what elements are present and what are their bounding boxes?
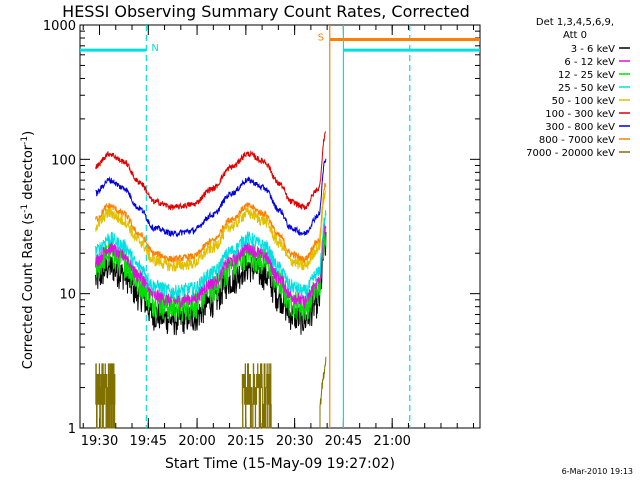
y-tick-label: 10 bbox=[59, 288, 76, 303]
y-tick-label: 100 bbox=[51, 153, 76, 168]
legend-header: Att 0 bbox=[563, 30, 587, 41]
series-line bbox=[95, 190, 327, 272]
series-line bbox=[95, 222, 327, 309]
chart-title: HESSI Observing Summary Count Rates, Cor… bbox=[62, 2, 470, 21]
legend-label: 6 - 12 keV bbox=[564, 57, 615, 68]
x-tick-label: 20:30 bbox=[276, 434, 313, 449]
legend-label: 50 - 100 keV bbox=[552, 96, 616, 107]
x-tick-label: 20:00 bbox=[178, 434, 215, 449]
series-line bbox=[95, 356, 327, 429]
legend-label: 800 - 7000 keV bbox=[539, 135, 615, 146]
legend-label: 25 - 50 keV bbox=[558, 83, 615, 94]
y-label-part-1: Corrected Count Rate (s bbox=[21, 213, 36, 370]
x-tick-label: 21:00 bbox=[373, 434, 410, 449]
series-line bbox=[95, 210, 327, 301]
y-label-sup-2: -1 bbox=[20, 136, 30, 145]
x-tick-label: 19:30 bbox=[81, 434, 118, 449]
legend-label: 300 - 800 keV bbox=[545, 122, 615, 133]
x-tick-label: 20:15 bbox=[227, 434, 264, 449]
legend-label: 3 - 6 keV bbox=[571, 44, 615, 55]
legend-label: 7000 - 20000 keV bbox=[526, 148, 615, 159]
plot-area: 1 10 100 1000 19:30 19:45 20:00 20:15 20:30 20:45… bbox=[43, 19, 481, 449]
y-label-sup-1: -1 bbox=[20, 204, 30, 213]
series-line bbox=[95, 231, 327, 336]
y-label-part-3: ) bbox=[21, 131, 36, 136]
y-tick-label: 1000 bbox=[43, 19, 76, 34]
flag-label: S bbox=[318, 32, 324, 43]
y-axis-label: Corrected Count Rate (s-1 detector-1) bbox=[20, 131, 36, 369]
series-line bbox=[95, 158, 327, 238]
y-tick-label: 1 bbox=[68, 422, 76, 437]
x-tick-label: 20:45 bbox=[325, 434, 362, 449]
legend-header: Det 1,3,4,5,6,9, bbox=[536, 17, 614, 28]
legend: Det 1,3,4,5,6,9, Att 0 3 - 6 keV 6 - 12 keV… bbox=[526, 17, 630, 159]
plot-frame bbox=[79, 24, 481, 429]
y-label-part-2: detector bbox=[21, 144, 36, 204]
legend-label: 100 - 300 keV bbox=[545, 109, 615, 120]
footer-timestamp: 6-Mar-2010 19:13 bbox=[562, 467, 633, 476]
x-tick-label: 19:45 bbox=[130, 434, 167, 449]
legend-label: 12 - 25 keV bbox=[558, 70, 615, 81]
series-line bbox=[95, 131, 327, 211]
x-axis-label: Start Time (15-May-09 19:27:02) bbox=[165, 456, 395, 472]
flag-label: N bbox=[151, 43, 158, 54]
